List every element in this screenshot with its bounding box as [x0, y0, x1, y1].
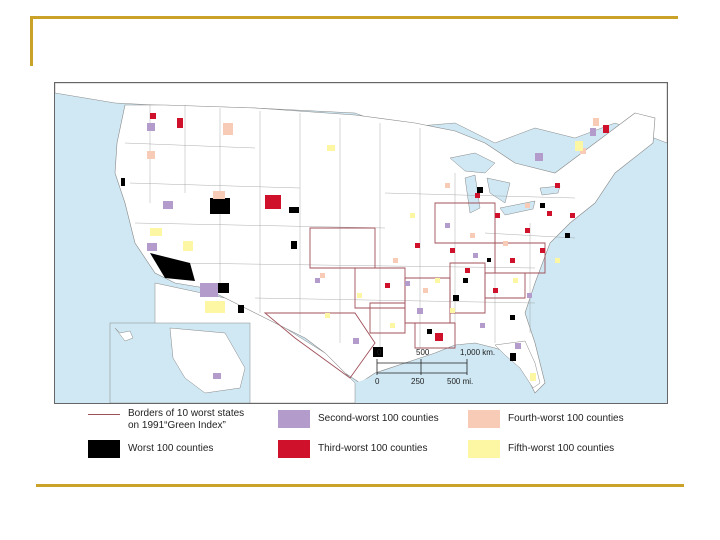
lake-superior: [449, 152, 496, 174]
legend-swatch-third-worst-100: [278, 440, 310, 458]
map-legend: Borders of 10 worst states on 1991“Green…: [88, 406, 668, 466]
legend-label-fifth-worst-100: Fifth-worst 100 counties: [508, 443, 615, 454]
lake-huron: [486, 177, 511, 204]
legend-item-fifth-worst-100: Fifth-worst 100 counties: [468, 440, 614, 458]
legend-item-fourth-worst-100: Fourth-worst 100 counties: [468, 410, 624, 428]
florida-peninsula: [494, 340, 541, 389]
slide-frame-left-rule: [30, 16, 33, 66]
third-worst-100-counties: [150, 113, 609, 341]
legend-swatch-fourth-worst-100: [468, 410, 500, 428]
worst-100-counties: [121, 178, 570, 361]
legend-label-worst-states-border: Borders of 10 worst states on 1991“Green…: [128, 408, 245, 431]
lake-michigan: [464, 174, 481, 214]
scale-mi-250: 250: [411, 377, 425, 386]
legend-label-worst-100: Worst 100 counties: [128, 443, 214, 454]
legend-item-third-worst-100: Third-worst 100 counties: [278, 440, 428, 458]
scale-mi-0: 0: [375, 377, 380, 386]
scale-mi-500: 500 mi.: [447, 377, 473, 386]
scale-km-1000: 1,000 km.: [460, 348, 495, 357]
state-borders: [124, 105, 576, 353]
slide-frame-top-rule: [30, 16, 678, 19]
legend-item-worst-100: Worst 100 counties: [88, 440, 213, 458]
map-svg: 0 500 1,000 km. 0 250 500 mi.: [55, 83, 667, 403]
legend-swatch-worst-states-border: [88, 414, 120, 415]
alaska-landmass: [169, 327, 246, 394]
legend-label-fourth-worst-100: Fourth-worst 100 counties: [508, 413, 624, 424]
us-county-map: 0 500 1,000 km. 0 250 500 mi.: [54, 82, 668, 404]
scale-km-500: 500: [416, 348, 430, 357]
scale-bar: 0 500 1,000 km. 0 250 500 mi.: [375, 348, 495, 386]
legend-item-worst-states-border: Borders of 10 worst states on 1991“Green…: [88, 408, 244, 432]
legend-label-third-worst-100: Third-worst 100 counties: [318, 443, 428, 454]
legend-swatch-second-worst-100: [278, 410, 310, 428]
worst-states-borders: [263, 202, 546, 379]
scale-km-0: 0: [377, 348, 382, 357]
slide-frame-bottom-rule: [36, 484, 684, 487]
fifth-worst-100-counties: [150, 141, 583, 381]
gulf-of-mexico: [355, 348, 525, 403]
legend-label-second-worst-100: Second-worst 100 counties: [318, 413, 439, 424]
legend-swatch-fifth-worst-100: [468, 440, 500, 458]
legend-swatch-worst-100: [88, 440, 120, 458]
alaska-second-worst-county: [213, 373, 221, 379]
lake-ontario: [539, 185, 561, 196]
second-worst-100-counties: [147, 123, 596, 384]
legend-item-second-worst-100: Second-worst 100 counties: [278, 410, 439, 428]
hawaii-landmass: [114, 327, 134, 342]
